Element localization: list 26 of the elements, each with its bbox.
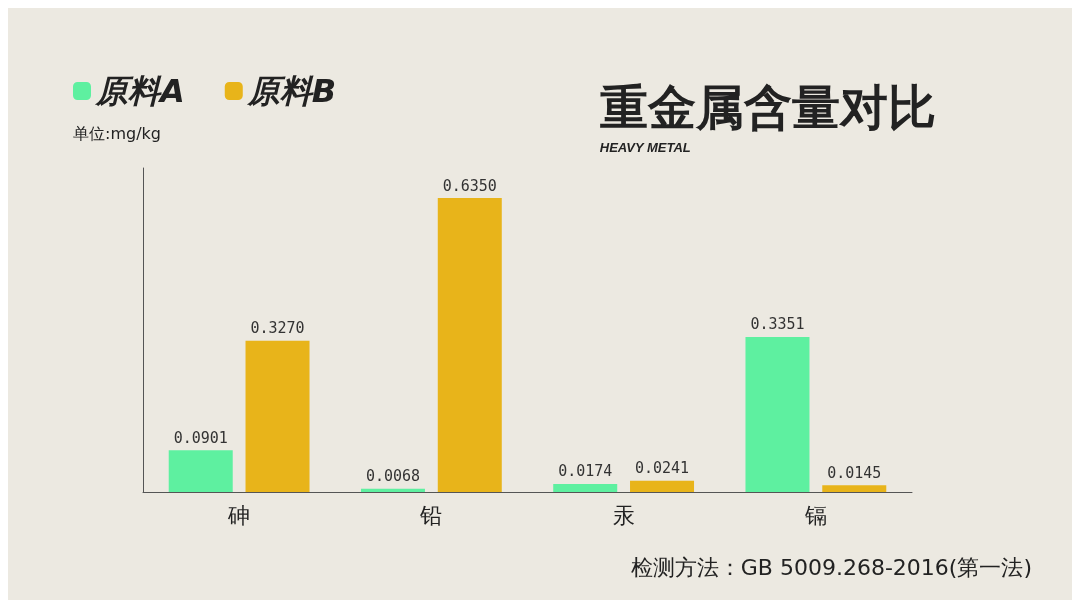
data-label: 0.3270 xyxy=(250,319,305,338)
data-label: 0.0241 xyxy=(634,459,690,478)
legend-label: 原料A xyxy=(94,72,185,110)
data-label: 0.3351 xyxy=(750,315,805,334)
text: 检测方法：GB 5009.268-2016(第一法) xyxy=(630,554,1032,580)
bar xyxy=(245,340,310,492)
x-tick-label: 砷 xyxy=(227,502,251,528)
bar xyxy=(553,483,618,492)
bar xyxy=(745,336,810,492)
chart-subtitle: HEAVY METAL xyxy=(599,140,691,155)
data-label: 0.0174 xyxy=(558,462,613,481)
x-tick-label: 镉 xyxy=(803,502,827,528)
bar xyxy=(168,450,233,492)
bar xyxy=(437,198,502,492)
chart-title: 重金属含量对比 xyxy=(599,79,936,135)
bar xyxy=(822,485,887,492)
data-label: 0.6350 xyxy=(442,176,497,195)
data-label: 0.0068 xyxy=(365,467,421,486)
x-tick-label: 铅 xyxy=(419,502,443,528)
y-axis-title: 单位:mg/kg xyxy=(73,123,161,143)
x-tick-label: 汞 xyxy=(612,502,635,528)
legend-label: 原料B xyxy=(245,72,337,110)
data-label: 0.0145 xyxy=(827,463,882,482)
data-label: 0.0901 xyxy=(173,428,228,447)
bar xyxy=(360,488,425,492)
bar xyxy=(630,480,695,492)
